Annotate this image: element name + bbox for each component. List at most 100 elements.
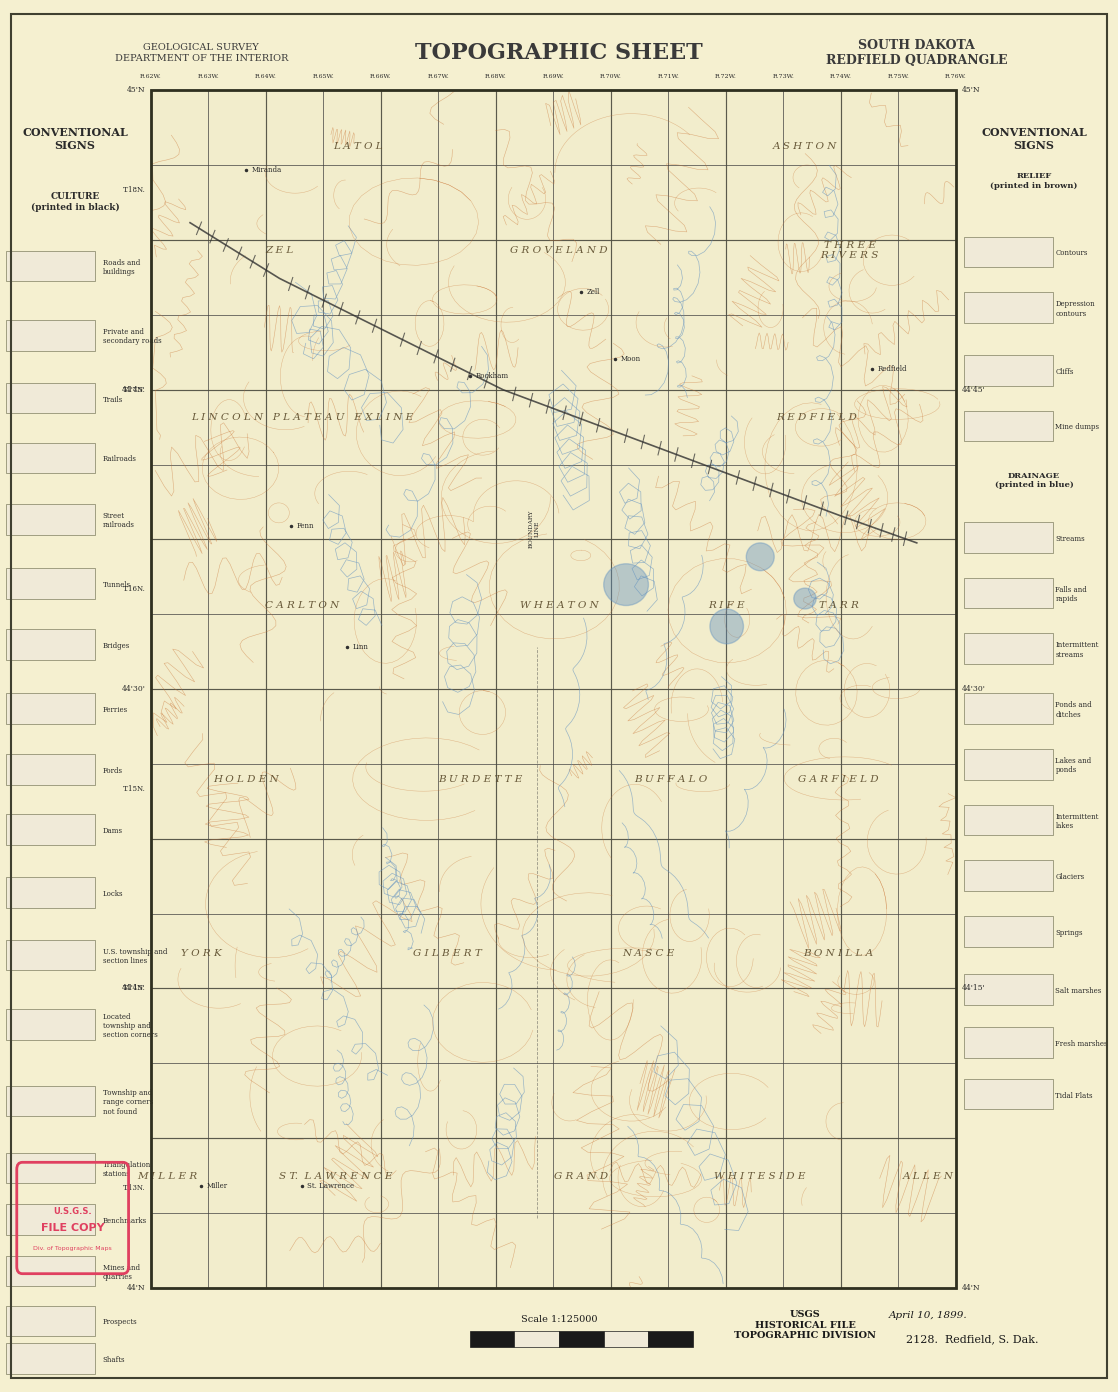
Text: Springs: Springs (1055, 928, 1083, 937)
Bar (964, 355, 1053, 386)
Ellipse shape (710, 610, 743, 643)
Text: L A T O L: L A T O L (333, 142, 382, 150)
Bar (964, 916, 1053, 947)
Text: Cliffs: Cliffs (1055, 367, 1073, 376)
Text: Miranda: Miranda (252, 166, 282, 174)
Text: Scale 1:125000: Scale 1:125000 (521, 1315, 597, 1324)
Text: 44'N: 44'N (126, 1283, 145, 1292)
Text: M I L L E R: M I L L E R (138, 1172, 198, 1180)
Text: R.65W.: R.65W. (313, 74, 334, 79)
Text: DRAINAGE
(printed in blue): DRAINAGE (printed in blue) (995, 472, 1073, 489)
Text: R.72W.: R.72W. (716, 74, 737, 79)
Text: C A R L T O N: C A R L T O N (265, 601, 339, 610)
Text: 44'30': 44'30' (961, 685, 985, 693)
Bar (6, 629, 95, 660)
Text: Zell: Zell (587, 288, 600, 296)
Text: TOPOGRAPHIC SHEET: TOPOGRAPHIC SHEET (415, 42, 703, 64)
Bar (6, 1204, 95, 1235)
Bar (6, 320, 95, 351)
Text: R.74W.: R.74W. (830, 74, 852, 79)
Ellipse shape (604, 564, 648, 606)
Text: B U F F A L O: B U F F A L O (634, 775, 708, 784)
Text: 44'45': 44'45' (122, 386, 145, 394)
Text: April 10, 1899.: April 10, 1899. (889, 1311, 967, 1320)
Text: 44'45': 44'45' (961, 386, 985, 394)
Text: R.68W.: R.68W. (485, 74, 506, 79)
Text: T.18N.: T.18N. (123, 187, 145, 195)
Text: Intermittent
lakes: Intermittent lakes (1055, 813, 1099, 830)
Bar (964, 578, 1053, 608)
Text: Township and
range corners
not found: Township and range corners not found (103, 1090, 153, 1115)
Text: T.13N.: T.13N. (123, 1183, 145, 1192)
Bar (964, 805, 1053, 835)
Bar (514, 1331, 559, 1347)
Bar (6, 940, 95, 970)
Bar (964, 693, 1053, 724)
Bar (6, 1306, 95, 1336)
Bar (470, 1331, 514, 1347)
Text: Prospects: Prospects (103, 1318, 138, 1327)
Text: R I F E: R I F E (709, 601, 745, 610)
Text: U.S. township and
section lines: U.S. township and section lines (103, 948, 168, 965)
Text: T.17N.: T.17N. (123, 386, 145, 394)
Text: St. Lawrence: St. Lawrence (307, 1182, 354, 1190)
Text: SOUTH DAKOTA
REDFIELD QUADRANGLE: SOUTH DAKOTA REDFIELD QUADRANGLE (826, 39, 1007, 67)
Bar (964, 860, 1053, 891)
Text: R.69W.: R.69W. (542, 74, 565, 79)
Text: R.63W.: R.63W. (198, 74, 219, 79)
Text: 44'30': 44'30' (122, 685, 145, 693)
Bar (6, 504, 95, 535)
Text: Miller: Miller (207, 1182, 228, 1190)
Text: Located
township and
section corners: Located township and section corners (103, 1013, 158, 1038)
Text: A S H T O N: A S H T O N (773, 142, 837, 150)
Text: Roads and
buildings: Roads and buildings (103, 259, 140, 276)
Text: A L L E N: A L L E N (902, 1172, 954, 1180)
Text: H O L D E N: H O L D E N (214, 775, 278, 784)
Text: Salt marshes: Salt marshes (1055, 987, 1101, 995)
Bar (6, 383, 95, 413)
Text: Mine dumps: Mine dumps (1055, 423, 1099, 432)
Text: Lakes and
ponds: Lakes and ponds (1055, 757, 1091, 774)
Bar (6, 1086, 95, 1116)
Text: T.15N.: T.15N. (123, 785, 145, 793)
Text: R.75W.: R.75W. (888, 74, 909, 79)
Text: T H R E E
R I V E R S: T H R E E R I V E R S (821, 241, 879, 260)
Bar (6, 251, 95, 281)
Text: T A R R: T A R R (818, 601, 859, 610)
Text: Ponds and
ditches: Ponds and ditches (1055, 702, 1092, 718)
Bar (964, 411, 1053, 441)
Text: Y O R K: Y O R K (181, 949, 221, 958)
Text: Triangulation
stations: Triangulation stations (103, 1161, 151, 1178)
Bar (964, 633, 1053, 664)
Bar (964, 292, 1053, 323)
Bar (151, 90, 956, 1288)
Text: Ferries: Ferries (103, 706, 127, 714)
Ellipse shape (746, 543, 774, 571)
Text: RELIEF
(printed in brown): RELIEF (printed in brown) (991, 173, 1078, 189)
Text: Benchmarks: Benchmarks (103, 1217, 146, 1225)
Bar (559, 1331, 604, 1347)
Text: CULTURE
(printed in black): CULTURE (printed in black) (30, 192, 120, 212)
Text: Div. of Topographic Maps: Div. of Topographic Maps (34, 1246, 112, 1251)
Text: BOUNDARY
LINE: BOUNDARY LINE (529, 509, 540, 548)
Text: R.62W.: R.62W. (140, 74, 162, 79)
Text: W H I T E S I D E: W H I T E S I D E (714, 1172, 806, 1180)
Text: Fenn: Fenn (296, 522, 314, 530)
Text: Trails: Trails (103, 395, 123, 404)
Bar (151, 90, 956, 1288)
Text: R.64W.: R.64W. (255, 74, 277, 79)
Text: Locks: Locks (103, 889, 123, 898)
Text: R.76W.: R.76W. (945, 74, 967, 79)
Text: 45'N: 45'N (961, 86, 980, 95)
Bar (964, 1027, 1053, 1058)
Text: Linn: Linn (352, 643, 368, 651)
Bar (964, 749, 1053, 780)
Bar (6, 443, 95, 473)
Bar (6, 1009, 95, 1040)
Text: Moon: Moon (620, 355, 641, 363)
Text: L I N C O L N   P L A T E A U   E X L I N E: L I N C O L N P L A T E A U E X L I N E (191, 413, 413, 422)
Text: R.70W.: R.70W. (600, 74, 622, 79)
Text: N A S C E: N A S C E (623, 949, 674, 958)
Text: Bridges: Bridges (103, 642, 130, 650)
Bar (6, 814, 95, 845)
